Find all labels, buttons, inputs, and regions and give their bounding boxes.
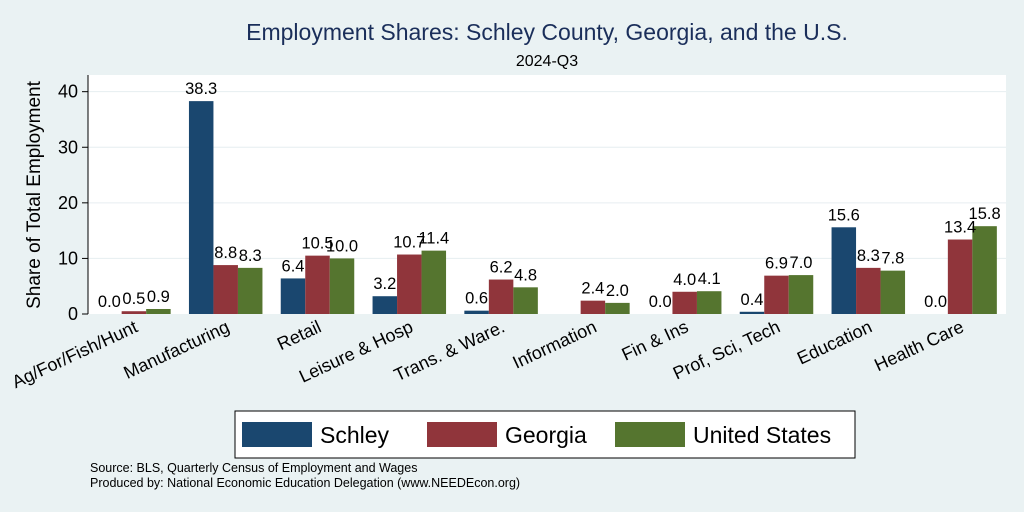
data-label: 6.9 <box>765 255 788 273</box>
bar <box>213 265 238 314</box>
category-label: Education <box>794 316 875 368</box>
data-label: 6.4 <box>282 257 305 275</box>
bar <box>831 227 857 314</box>
bar <box>605 302 630 314</box>
data-label: 15.8 <box>969 205 1001 223</box>
data-label: 2.4 <box>581 280 604 298</box>
y-tick-label: 40 <box>58 82 78 102</box>
data-label: 2.0 <box>606 282 629 300</box>
bar <box>237 267 263 314</box>
y-ticks: 0 10 20 30 40 <box>58 82 88 324</box>
legend-swatch <box>615 422 685 447</box>
data-label: 0.6 <box>465 290 488 308</box>
data-label: 0.0 <box>98 293 121 311</box>
data-label: 6.2 <box>490 259 513 277</box>
legend-label: Schley <box>320 422 390 448</box>
bar <box>464 310 489 314</box>
bar <box>880 270 906 314</box>
data-label: 11.4 <box>418 230 449 248</box>
legend-box <box>234 410 856 459</box>
y-tick-label: 10 <box>58 248 78 268</box>
data-label: 4.1 <box>698 270 721 288</box>
data-label: 4.8 <box>514 266 537 284</box>
bar <box>280 278 306 314</box>
bar <box>672 291 697 314</box>
bar <box>488 279 514 314</box>
data-label: 10.7 <box>393 234 425 252</box>
bar <box>696 291 722 314</box>
bar <box>856 267 881 314</box>
legend-swatch <box>427 422 497 447</box>
data-label: 0.0 <box>649 293 672 311</box>
bar <box>739 311 765 314</box>
bar <box>146 308 171 314</box>
legend-label: United States <box>693 422 831 448</box>
bar <box>121 311 147 314</box>
bar <box>947 239 973 314</box>
bar <box>764 275 789 314</box>
bar <box>372 296 398 314</box>
bar <box>972 226 997 314</box>
data-label: 0.5 <box>122 290 145 308</box>
bars <box>121 101 997 314</box>
data-label: 4.0 <box>673 271 696 289</box>
bar <box>188 101 214 314</box>
source-line-2: Produced by: National Economic Education… <box>90 476 520 490</box>
y-axis-label: Share of Total Employment <box>24 80 45 308</box>
bar <box>788 275 814 314</box>
data-labels: 0.0 0.5 0.938.38.8 8.36.410.510.03.210.711.… <box>98 80 1001 311</box>
data-label: 8.3 <box>239 247 262 265</box>
category-label: Manufacturing <box>121 316 233 382</box>
chart-title: Employment Shares: Schley County, Georgi… <box>246 19 848 45</box>
data-label: 8.3 <box>857 247 880 265</box>
category-label: Health Care <box>871 316 967 375</box>
data-label: 38.3 <box>185 80 217 98</box>
bar <box>421 250 447 314</box>
data-label: 7.8 <box>881 250 904 268</box>
data-label: 13.4 <box>944 219 976 237</box>
data-label: 7.0 <box>790 254 813 272</box>
data-label: 10.0 <box>326 237 358 255</box>
chart-subtitle: 2024-Q3 <box>516 53 578 70</box>
y-tick-label: 0 <box>68 304 78 324</box>
data-label: 10.5 <box>301 235 333 253</box>
category-label: Fin & Ins <box>619 316 692 364</box>
legend-label: Georgia <box>505 422 587 448</box>
legend-swatch <box>242 422 312 447</box>
source-line-1: Source: BLS, Quarterly Census of Employm… <box>90 461 417 475</box>
data-label: 15.6 <box>828 206 860 224</box>
data-label: 3.2 <box>373 275 396 293</box>
category-label: Information <box>510 316 600 372</box>
bar <box>329 258 355 314</box>
legend: Schley Georgia United States <box>234 410 856 459</box>
bar <box>305 255 330 314</box>
category-label: Retail <box>274 316 324 354</box>
category-label: Ag/For/Fish/Hunt <box>9 316 141 392</box>
data-label: 8.8 <box>214 244 237 262</box>
data-label: 0.4 <box>741 291 764 309</box>
bar <box>513 287 538 314</box>
bar <box>397 254 422 314</box>
y-tick-label: 30 <box>58 137 78 157</box>
data-label: 0.9 <box>147 288 170 306</box>
bar <box>580 300 606 314</box>
y-tick-label: 20 <box>58 193 78 213</box>
data-label: 0.0 <box>924 293 947 311</box>
